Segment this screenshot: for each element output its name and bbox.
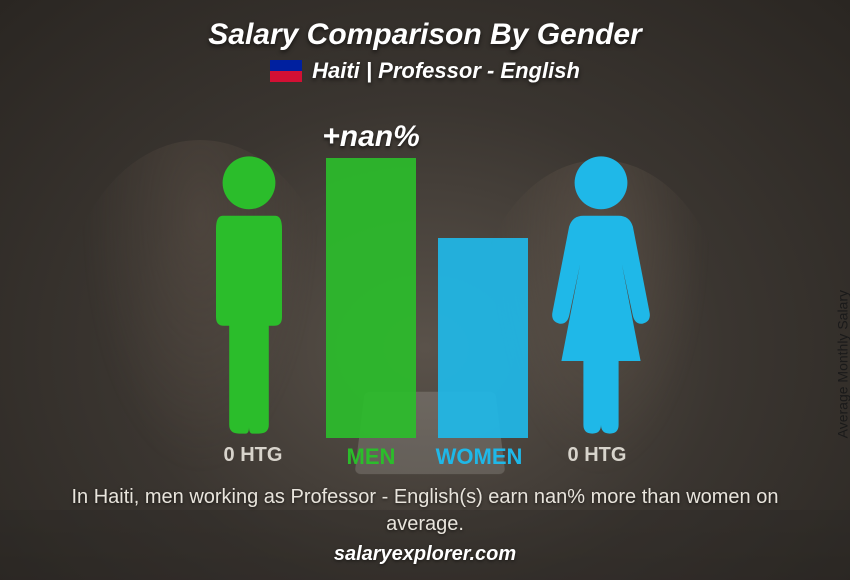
salary-comparison-chart: +nan% [115,98,735,438]
delta-label: +nan% [322,120,420,154]
footer-source: salaryexplorer.com [0,543,850,566]
men-bar [326,158,416,438]
country-label: Haiti [312,58,360,83]
men-bar-column: +nan% [322,120,420,438]
women-bar [438,238,528,438]
women-icon-column [546,152,656,438]
separator: | [360,58,378,83]
women-category-label: WOMEN [434,444,524,470]
description-text: In Haiti, men working as Professor - Eng… [65,484,785,538]
labels-row: 0 HTG MEN WOMEN 0 HTG [115,444,735,470]
female-icon [546,152,656,438]
y-axis-label: Average Monthly Salary [834,290,850,438]
men-category-label: MEN [326,444,416,470]
subtitle: Haiti | Professor - English [312,58,580,84]
male-icon [194,152,304,438]
haiti-flag-icon [270,60,302,82]
women-bar-column [438,238,528,438]
page-title: Salary Comparison By Gender [208,18,641,52]
men-icon-column [194,152,304,438]
men-value-label: 0 HTG [198,444,308,470]
infographic-content: Salary Comparison By Gender Haiti | Prof… [0,0,850,580]
subtitle-row: Haiti | Professor - English [270,58,580,84]
job-label: Professor - English [378,58,580,83]
women-value-label: 0 HTG [542,444,652,470]
